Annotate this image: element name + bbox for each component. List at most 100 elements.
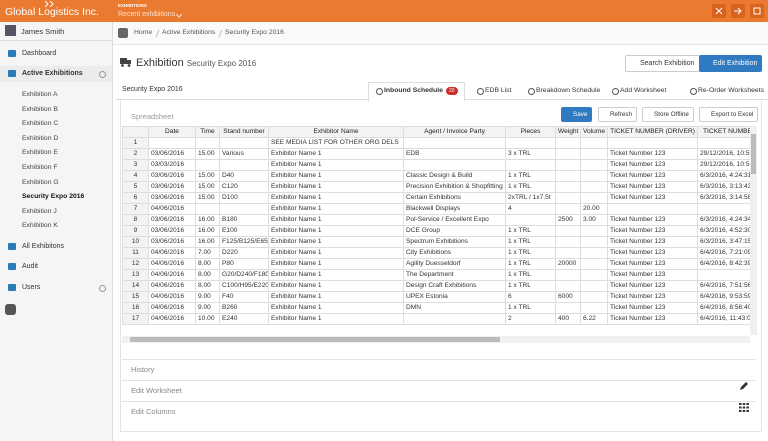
nav-subitem[interactable]: Exhibition B — [22, 105, 58, 113]
cell[interactable]: 9.00 — [195, 291, 220, 303]
cell[interactable] — [219, 159, 269, 171]
cell[interactable] — [580, 148, 608, 160]
nav-item[interactable]: All Exhibitons — [22, 243, 65, 250]
cell[interactable] — [219, 137, 269, 149]
cell[interactable]: D100 — [219, 192, 269, 204]
cell[interactable]: P80 — [219, 258, 269, 270]
tab[interactable]: Re-Order Worksheets — [698, 87, 764, 94]
nav-subitem[interactable]: Security Expo 2016 — [22, 193, 85, 201]
section-header[interactable]: History — [122, 359, 756, 379]
scroll-thumb[interactable] — [751, 134, 756, 174]
cell[interactable] — [505, 137, 556, 149]
cell[interactable] — [697, 203, 750, 215]
cell[interactable]: E100 — [219, 225, 269, 237]
cell[interactable]: 04/06/2016 — [148, 258, 196, 270]
cell[interactable]: The Department — [403, 269, 506, 281]
cell[interactable]: 6/3/2016, 3:14:58 — [697, 192, 750, 204]
cell[interactable] — [555, 269, 581, 281]
nav-item[interactable]: Audit — [22, 263, 38, 270]
cell[interactable]: Exhibitor Name 1 — [268, 302, 404, 314]
cell[interactable]: City Exhibitions — [403, 247, 506, 259]
nav-subitem[interactable]: Exhibition J — [22, 207, 57, 215]
cell[interactable]: 3.00 — [580, 214, 608, 226]
cell[interactable] — [195, 137, 220, 149]
cell[interactable]: 6000 — [555, 291, 581, 303]
button[interactable]: Edit Exhibition — [699, 55, 763, 72]
cell[interactable]: 1 x TRL — [505, 170, 556, 182]
cell[interactable] — [580, 269, 608, 281]
cell[interactable]: Exhibitor Name 1 — [268, 170, 404, 182]
cell[interactable] — [580, 280, 608, 292]
nav-subitem[interactable]: Exhibition D — [22, 134, 59, 142]
user-name[interactable]: James Smith — [21, 27, 65, 36]
cell[interactable]: 6/3/2016, 4:24:34 — [697, 214, 750, 226]
cell[interactable]: 1 x TRL — [505, 302, 556, 314]
button[interactable]: Save — [561, 107, 593, 122]
cell[interactable]: 16.00 — [195, 225, 220, 237]
tab[interactable]: EDB List — [485, 87, 512, 94]
cell[interactable]: 20000 — [555, 258, 581, 270]
v-scrollbar[interactable] — [750, 126, 757, 335]
cell[interactable]: 2 — [505, 313, 556, 325]
cell[interactable] — [555, 302, 581, 314]
cell[interactable]: Blackwell Displays — [403, 203, 506, 215]
cell[interactable]: D220 — [219, 247, 269, 259]
columns-icon[interactable] — [739, 403, 749, 412]
breadcrumb-item[interactable]: Home — [134, 29, 153, 36]
cell[interactable]: Exhibitor Name 1 — [268, 269, 404, 281]
cell[interactable]: EDB — [403, 148, 506, 160]
cell[interactable] — [580, 137, 608, 149]
cell[interactable]: 04/06/2016 — [148, 302, 196, 314]
cell[interactable]: Exhibitor Name 1 — [268, 236, 404, 248]
cell[interactable]: 04/06/2016 — [148, 203, 196, 215]
cell[interactable]: 10.00 — [195, 313, 220, 325]
section-header[interactable]: Edit Columns — [122, 401, 756, 421]
cell[interactable]: Ticket Number 123 — [607, 170, 698, 182]
cell[interactable]: Ticket Number 123 — [607, 159, 698, 171]
cell[interactable] — [697, 137, 750, 149]
cell[interactable]: Ticket Number 123 — [607, 313, 698, 325]
cell[interactable]: 1 x TRL — [505, 247, 556, 259]
nav-toggle[interactable] — [99, 71, 106, 78]
cell[interactable]: 6 — [505, 291, 556, 303]
cell[interactable] — [555, 137, 581, 149]
section-header[interactable]: Edit Worksheet — [122, 380, 756, 400]
cell[interactable] — [505, 159, 556, 171]
cell[interactable] — [555, 225, 581, 237]
cell[interactable] — [555, 236, 581, 248]
cell[interactable]: 4 — [505, 203, 556, 215]
cell[interactable]: 29/12/2016, 10:5 — [697, 148, 750, 160]
cell[interactable]: Ticket Number 123 — [607, 302, 698, 314]
cell[interactable]: Pol-Service / Excellent Expo — [403, 214, 506, 226]
cell[interactable]: Ticket Number 123 — [607, 247, 698, 259]
cell[interactable]: 1 x TRL — [505, 236, 556, 248]
cell[interactable]: Agility Duesseldorf — [403, 258, 506, 270]
tab[interactable]: Inbound Schedule — [384, 87, 443, 94]
tab[interactable]: Breakdown Schedule — [536, 87, 601, 94]
cell[interactable] — [580, 192, 608, 204]
cell[interactable]: 400 — [555, 313, 581, 325]
cell[interactable]: C100/H95/E220 — [219, 280, 269, 292]
cell[interactable]: Exhibitor Name 1 — [268, 225, 404, 237]
cell[interactable]: 3 x TRL — [505, 148, 556, 160]
cell[interactable]: Exhibitor Name 1 — [268, 192, 404, 204]
cell[interactable]: 04/06/2016 — [148, 269, 196, 281]
cell[interactable]: Ticket Number 123 — [607, 236, 698, 248]
breadcrumb-item[interactable]: Active Exhibitions — [162, 29, 216, 36]
cell[interactable]: Classic Design & Build — [403, 170, 506, 182]
cell[interactable]: 03/06/2016 — [148, 148, 196, 160]
cell[interactable]: 8.00 — [195, 280, 220, 292]
cell[interactable] — [555, 181, 581, 193]
nav-item[interactable]: Dashboard — [22, 50, 57, 57]
cell[interactable] — [580, 302, 608, 314]
cell[interactable]: 16.00 — [195, 214, 220, 226]
cell[interactable]: Certain Exhibitions — [403, 192, 506, 204]
button[interactable]: Export to Excel — [699, 107, 759, 122]
cell[interactable]: Ticket Number 123 — [607, 280, 698, 292]
cell[interactable]: Ticket Number 123 — [607, 148, 698, 160]
nav-subitem[interactable]: Exhibition F — [22, 164, 58, 171]
cell[interactable] — [580, 225, 608, 237]
cell[interactable]: 6/4/2016, 11:43:0 — [697, 313, 750, 325]
cell[interactable] — [607, 137, 698, 149]
cell[interactable]: Exhibitor Name 1 — [268, 148, 404, 160]
